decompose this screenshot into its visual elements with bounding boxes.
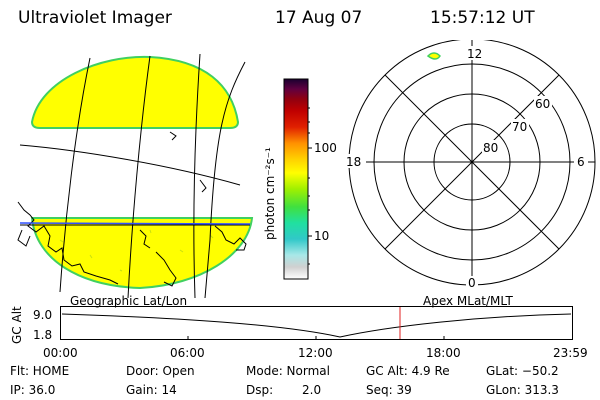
mlat-label-80: 80 — [483, 141, 499, 155]
polar-caption: Apex MLat/MLT — [423, 294, 513, 308]
status-flight: Flt: HOME — [10, 364, 70, 378]
geographic-map — [17, 53, 254, 298]
mlt-label-12: 12 — [467, 47, 483, 61]
altitude-curve — [61, 313, 572, 338]
status-mode: Mode: Normal — [246, 364, 330, 378]
altitude-xtick: 06:00 — [170, 346, 205, 360]
colorbar-unit-label: photon cm⁻²s⁻¹ — [263, 147, 277, 240]
status-gain: Gain: 14 — [126, 383, 177, 397]
polar-plot — [348, 40, 596, 290]
mlat-label-70: 70 — [512, 120, 528, 134]
altitude-ytick-top: 9.0 — [33, 308, 53, 322]
mlt-label-0: 0 — [468, 276, 476, 290]
status-door: Door: Open — [126, 364, 195, 378]
mlt-label-18: 18 — [346, 155, 362, 169]
aurora-patch — [426, 52, 441, 60]
aurora-lower — [30, 217, 254, 290]
status-seq: Seq: 39 — [366, 383, 412, 397]
observation-date: 17 Aug 07 — [275, 8, 363, 28]
status-glon: GLon: 313.3 — [486, 383, 559, 397]
geographic-caption: Geographic Lat/Lon — [70, 294, 188, 308]
mlat-label-60: 60 — [535, 97, 551, 111]
status-dsp-label: Dsp: — [246, 383, 274, 397]
status-dsp-value: 2.0 — [302, 383, 322, 397]
aurora-upper — [30, 55, 240, 129]
altitude-ytick-bottom: 1.8 — [33, 328, 53, 342]
altitude-xtick: 23:59 — [553, 346, 588, 360]
instrument-title: Ultraviolet Imager — [18, 8, 172, 28]
status-glat: GLat: −50.2 — [486, 364, 559, 378]
altitude-plot — [60, 306, 573, 340]
altitude-ylabel: GC Alt — [10, 306, 24, 344]
colorbar-tick-10: 10 — [314, 229, 330, 243]
altitude-xtick: 00:00 — [43, 346, 78, 360]
colorbar-tick-100: 100 — [314, 141, 337, 155]
status-gc-alt: GC Alt: 4.9 Re — [366, 364, 450, 378]
altitude-xtick: 18:00 — [426, 346, 461, 360]
mlt-label-6: 6 — [577, 155, 585, 169]
status-ip: IP: 36.0 — [10, 383, 56, 397]
colorbar — [283, 78, 312, 280]
altitude-xtick: 12:00 — [298, 346, 333, 360]
observation-time: 15:57:12 UT — [430, 8, 535, 28]
